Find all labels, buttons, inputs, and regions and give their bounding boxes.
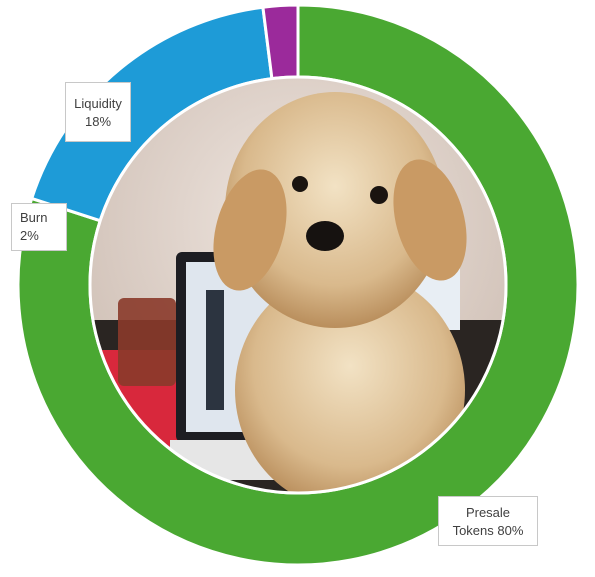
mug [118, 298, 176, 386]
puppy-eye-left [292, 176, 308, 192]
data-label-liquidity-value: 18% [84, 114, 112, 129]
data-label-presale-value: 80% [497, 523, 524, 538]
data-label-liquidity: Liquidity 18% [65, 82, 131, 142]
puppy-head [225, 92, 445, 328]
data-label-burn: Burn 2% [11, 203, 67, 251]
puppy-body [235, 270, 465, 493]
data-label-presale-name2: Tokens [452, 523, 494, 538]
data-label-liquidity-name: Liquidity [74, 96, 122, 111]
data-label-presale-tokens: Presale Tokens 80% [438, 496, 538, 546]
data-label-burn-name: Burn [20, 210, 48, 225]
puppy-nose [306, 221, 344, 251]
data-label-presale-name: Presale [465, 505, 511, 520]
puppy-eye-right [370, 186, 388, 204]
data-label-burn-value: 2% [20, 228, 39, 243]
